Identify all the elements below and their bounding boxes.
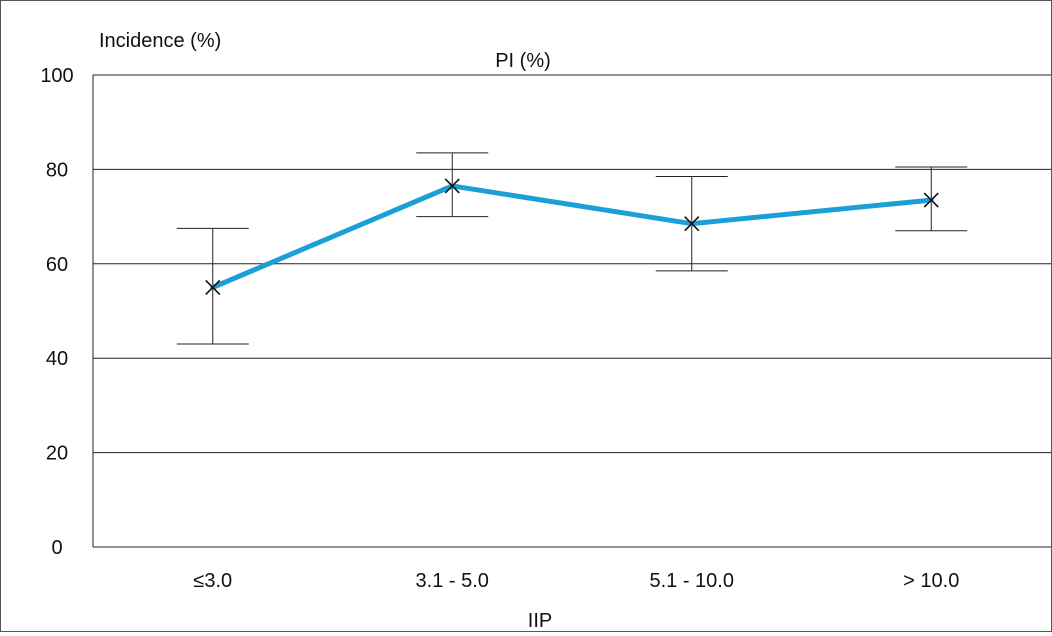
- x-tick-label: ≤3.0: [193, 570, 232, 592]
- y-tick-label: 20: [46, 443, 68, 465]
- x-tick-label: 5.1 - 10.0: [649, 570, 734, 592]
- x-tick-label: 3.1 - 5.0: [416, 570, 489, 592]
- x-tick-label: > 10.0: [903, 570, 959, 592]
- data-point: [205, 279, 221, 295]
- x-axis-label: IIP: [528, 610, 552, 631]
- series-line: [210, 183, 934, 290]
- y-tick-label: 0: [51, 537, 62, 559]
- y-tick-label: 80: [46, 159, 68, 181]
- data-point: [444, 178, 460, 194]
- data-point: [923, 192, 939, 208]
- chart-title: PI (%): [495, 50, 551, 72]
- y-tick-label: 40: [46, 348, 68, 370]
- y-axis-label: Incidence (%): [99, 30, 221, 52]
- y-tick-label: 100: [40, 65, 73, 87]
- data-point: [684, 216, 700, 232]
- y-tick-label: 60: [46, 254, 68, 276]
